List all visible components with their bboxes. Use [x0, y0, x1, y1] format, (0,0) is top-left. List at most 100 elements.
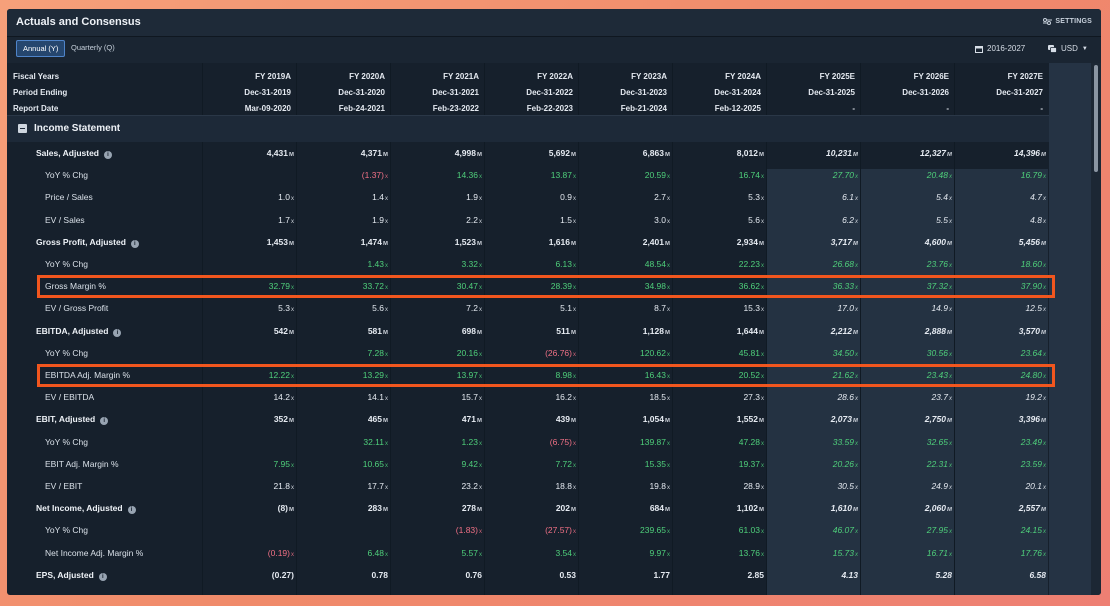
cell-value: 2.2 [466, 214, 478, 225]
table-row: Gross Margin % 32.79x 33.72x 30.47x 28.39x 34… [7, 275, 1049, 297]
row-label-text: EV / EBIT [45, 481, 83, 491]
table-cell: 13.87x [484, 170, 576, 180]
report-date-cell: - [1040, 104, 1043, 113]
period-ending-row: Period Ending [7, 84, 1049, 100]
cell-unit: x [573, 351, 576, 358]
table-cell: 12.5x [954, 303, 1046, 313]
row-label: YoY % Chg [45, 525, 88, 535]
collapse-icon[interactable] [18, 124, 27, 133]
cell-unit: x [667, 551, 670, 558]
row-label: YoY % Chg [45, 437, 88, 447]
table-cell: 24.9x [860, 481, 952, 491]
tab-quarterly[interactable]: Quarterly (Q) [71, 43, 115, 52]
row-label-text: YoY % Chg [45, 525, 89, 536]
column-divider [390, 63, 391, 595]
fiscal-year-header: FY 2023A [631, 72, 667, 81]
table-row: EV / EBITDA 14.2x 14.1x 15.7x 16.2x 18.5x 27.3… [7, 386, 1049, 408]
cell-unit: M [853, 418, 858, 425]
table-cell: 23.43x [860, 370, 952, 380]
table-cell: 3.32x [390, 259, 482, 269]
table-cell: 6.1x [766, 192, 858, 202]
row-label: Price / Sales [45, 192, 93, 202]
cell-value: 17.0 [837, 303, 854, 314]
cell-value: 278 [461, 503, 476, 514]
settings-button[interactable]: SETTINGS [1043, 18, 1092, 25]
period-ending-cell: Dec-31-2027 [996, 88, 1043, 97]
cell-unit: x [291, 285, 294, 292]
cell-unit: x [573, 440, 576, 447]
cell-value: 2,557 [1018, 503, 1040, 514]
cell-unit: x [949, 374, 952, 380]
table-cell: 6,863M [578, 148, 670, 158]
table-cell: 7.28x [296, 348, 388, 358]
currency-selector[interactable]: USD ▼ [1048, 44, 1088, 53]
row-label-text: EBIT, Adjusted [36, 414, 96, 425]
section-income-statement[interactable]: Income Statement [7, 116, 1049, 142]
cell-value: 7.2 [466, 303, 478, 314]
table-cell: 28.6x [766, 392, 858, 402]
estimate-column-bg [860, 169, 954, 595]
cell-unit: x [949, 218, 952, 225]
cell-unit: M [289, 329, 294, 336]
cell-unit: x [855, 218, 858, 225]
cell-value: 61.03 [738, 525, 760, 536]
cell-unit: x [479, 529, 482, 536]
table-row: EV / Sales 1.7x 1.9x 2.2x 1.5x 3.0x 5.6x 6.2x 5.… [7, 209, 1049, 231]
table-cell: 698M [390, 326, 482, 336]
table-cell: 139.87x [578, 437, 670, 447]
cell-value: 7.28 [367, 347, 384, 358]
cell-value: 32.11 [363, 436, 384, 447]
table-cell: 15.7x [390, 392, 482, 402]
info-icon[interactable]: i [113, 328, 122, 337]
table-cell: 1.4x [296, 192, 388, 202]
cell-value: 1,523 [454, 236, 476, 247]
info-icon[interactable]: i [100, 417, 109, 426]
cell-unit: x [1043, 485, 1046, 491]
table-cell: 20.26x [766, 459, 858, 469]
cell-unit: x [479, 440, 482, 447]
date-range-selector[interactable]: 2016-2027 [975, 44, 1025, 53]
cell-value: 19.2 [1025, 392, 1042, 403]
table-cell: 5.28 [860, 570, 952, 580]
cell-unit: x [479, 263, 482, 269]
cell-unit: M [289, 418, 294, 425]
scrollbar-thumb[interactable] [1094, 65, 1098, 172]
cell-value: 13.29 [362, 370, 384, 380]
table-cell: 7.2x [390, 303, 482, 313]
table-cell: (27.57)x [484, 525, 576, 535]
info-icon[interactable]: i [98, 572, 107, 581]
cell-value: 30.47 [456, 281, 478, 292]
info-icon[interactable]: i [127, 506, 136, 515]
table-cell: 20.1x [954, 481, 1046, 491]
cell-value: 2,888 [924, 325, 946, 336]
table-cell: 511M [484, 326, 576, 336]
cell-value: 6.58 [1029, 569, 1046, 580]
row-label-text: Net Income, Adjusted [36, 503, 123, 514]
cell-value: 0.78 [371, 569, 388, 580]
cell-value: 16.2 [555, 392, 572, 403]
row-label-text: Gross Margin % [45, 281, 106, 292]
cell-unit: x [479, 285, 482, 292]
table-cell: 8,012M [672, 148, 764, 158]
info-icon[interactable]: i [130, 239, 139, 248]
cell-unit: M [1041, 418, 1046, 425]
cell-value: 34.50 [832, 347, 854, 358]
info-icon[interactable]: i [103, 151, 112, 159]
row-label-text: Net Income Adj. Margin % [45, 547, 144, 558]
cell-value: 3,570 [1018, 325, 1040, 336]
period-ending-cell: Dec-31-2022 [526, 88, 573, 97]
cell-value: 6,863 [642, 148, 664, 158]
scrollbar-track[interactable] [1091, 63, 1101, 595]
table-cell: 4.7x [954, 192, 1046, 202]
cell-value: 37.32 [926, 281, 948, 292]
table-cell: 2,888M [860, 326, 952, 336]
cell-value: 4,371 [360, 148, 382, 158]
cell-value: 23.76 [926, 259, 948, 269]
table-cell: 19.37x [672, 459, 764, 469]
fiscal-year-header: FY 2021A [443, 72, 479, 81]
table-cell: 1,474M [296, 237, 388, 247]
tab-annual[interactable]: Annual (Y) [16, 40, 66, 57]
cell-unit: M [853, 329, 858, 336]
cell-value: 34.98 [644, 281, 666, 292]
table-cell: 4,998M [390, 148, 482, 158]
